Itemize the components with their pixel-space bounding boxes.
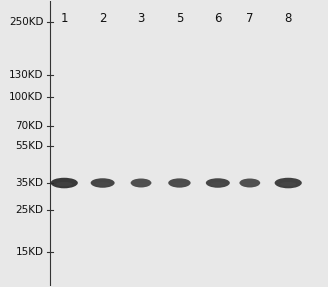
Ellipse shape [131,179,152,187]
Ellipse shape [56,182,72,186]
Ellipse shape [95,182,110,186]
Ellipse shape [244,182,256,186]
Ellipse shape [91,178,115,188]
Ellipse shape [275,178,302,188]
Ellipse shape [168,178,191,188]
Ellipse shape [211,182,225,186]
Text: 6: 6 [214,12,222,25]
Ellipse shape [173,182,186,186]
Text: 2: 2 [99,12,106,25]
Text: 250KD: 250KD [9,17,43,27]
Ellipse shape [280,182,297,186]
Text: 15KD: 15KD [15,247,43,257]
Text: 130KD: 130KD [9,70,43,80]
Ellipse shape [135,182,147,186]
Ellipse shape [239,179,260,187]
Text: 7: 7 [246,12,254,25]
Text: 35KD: 35KD [15,178,43,188]
Text: 100KD: 100KD [9,92,43,102]
Text: 25KD: 25KD [15,205,43,216]
Text: 55KD: 55KD [15,141,43,151]
Text: 1: 1 [60,12,68,25]
Text: 70KD: 70KD [15,121,43,131]
Ellipse shape [206,178,230,188]
Text: 5: 5 [176,12,183,25]
Text: 3: 3 [137,12,145,25]
Text: 8: 8 [284,12,292,25]
Ellipse shape [51,178,78,188]
